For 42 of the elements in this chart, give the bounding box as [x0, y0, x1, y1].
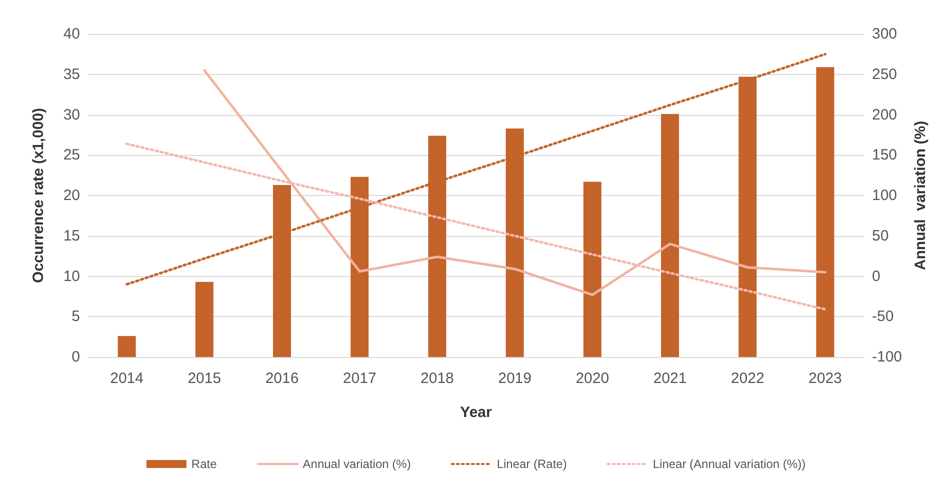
y-axis-title: Occurrence rate (x1,000) — [30, 108, 47, 284]
bar — [583, 182, 602, 357]
y-tick-label: 25 — [63, 146, 80, 164]
legend-label: Annual variation (%) — [302, 457, 411, 471]
y2-axis-title: Annual variation (%) — [912, 120, 929, 270]
y2-tick-label: 150 — [872, 146, 898, 164]
y-tick-label: 40 — [63, 26, 80, 42]
x-tick-label: 2021 — [653, 370, 687, 387]
x-tick-label: 2016 — [265, 370, 299, 387]
x-tick-label: 2020 — [576, 370, 610, 387]
y2-tick-label: 100 — [872, 187, 898, 204]
y2-tick-label: 0 — [872, 268, 880, 285]
x-tick-label: 2015 — [188, 370, 222, 387]
y2-tick-label: 200 — [872, 106, 898, 124]
legend-label: Linear (Rate) — [496, 457, 567, 471]
y-tick-label: 10 — [63, 268, 80, 285]
line-series — [126, 142, 826, 311]
x-tick-label: 2022 — [730, 370, 764, 387]
x-axis-title: Year — [460, 404, 492, 421]
y-tick-label: 0 — [72, 348, 80, 366]
y-tick-label: 5 — [72, 308, 80, 326]
line-series — [203, 69, 826, 296]
y-tick-label: 30 — [63, 106, 80, 124]
y2-tick-label: 300 — [872, 26, 898, 42]
y-tick-label: 20 — [63, 187, 80, 204]
y-tick-label: 15 — [63, 227, 80, 244]
x-tick-label: 2017 — [342, 370, 376, 387]
x-tick-label: 2018 — [420, 370, 454, 387]
bar — [816, 67, 834, 357]
y2-tick-label: -50 — [872, 308, 894, 326]
x-tick-label: 2019 — [498, 370, 532, 387]
legend-label: Linear (Annual variation (%)) — [652, 457, 806, 471]
bar — [195, 282, 214, 357]
bar — [118, 336, 136, 357]
y2-tick-label: 250 — [872, 66, 898, 83]
x-tick-label: 2014 — [110, 370, 144, 387]
bar — [661, 114, 679, 357]
legend-label: Rate — [191, 457, 218, 471]
x-tick-label: 2023 — [808, 370, 842, 387]
y2-tick-label: 50 — [872, 227, 889, 244]
y-tick-label: 35 — [63, 66, 80, 83]
y2-tick-label: -100 — [872, 348, 902, 366]
